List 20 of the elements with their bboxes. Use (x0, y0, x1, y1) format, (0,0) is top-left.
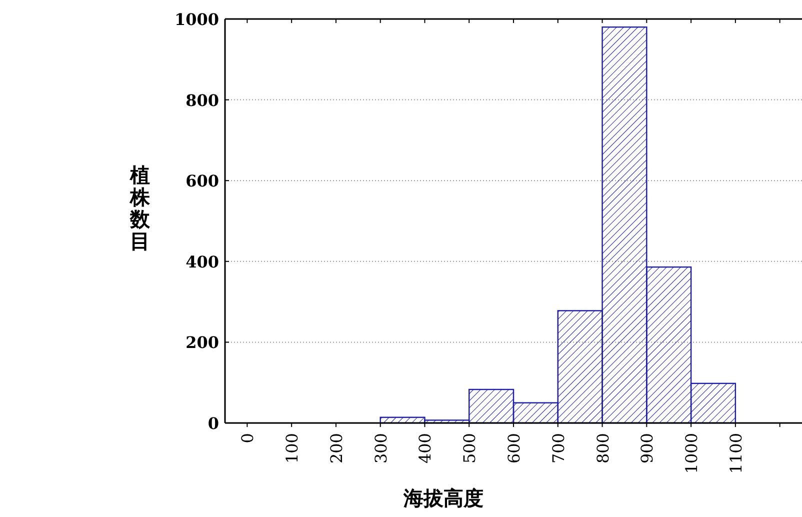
x-tick-label: 700 (548, 433, 568, 464)
x-tick-label: 1000 (682, 433, 702, 474)
y-tick-label: 200 (186, 333, 219, 352)
x-tick-label: 800 (593, 433, 612, 464)
y-tick-label: 400 (186, 252, 219, 272)
x-tick-label: 0 (238, 433, 258, 444)
x-tick-label: 600 (504, 433, 524, 464)
x-tick-label: 400 (416, 433, 435, 464)
x-tick-label: 1100 (726, 433, 746, 474)
y-tick-label: 0 (208, 414, 219, 433)
x-tick-label: 300 (371, 433, 390, 464)
y-tick-label: 600 (186, 172, 219, 191)
y-tick-label: 800 (186, 90, 219, 110)
x-axis-title: 海拔高度 (402, 487, 484, 510)
y-tick-label: 1000 (174, 10, 219, 29)
x-tick-label: 900 (638, 433, 657, 464)
x-tick-label: 200 (326, 433, 346, 464)
y-axis-title: 植株数目 (129, 165, 151, 253)
x-tick-label: 500 (460, 433, 480, 464)
x-tick-label: 100 (282, 433, 302, 464)
